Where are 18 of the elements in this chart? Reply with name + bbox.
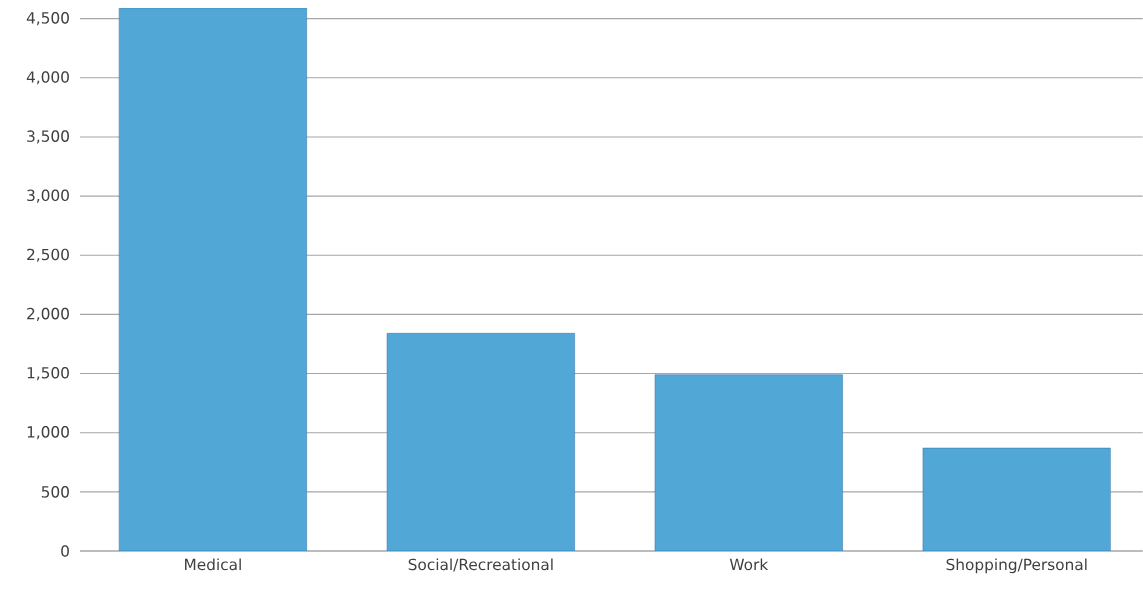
y-tick-label: 1,500 <box>27 366 69 381</box>
bar <box>922 447 1111 551</box>
y-tick-label: 500 <box>41 486 69 498</box>
y-tick-label: 2,500 <box>27 248 69 262</box>
bar <box>386 333 575 551</box>
y-tick-label: 3,500 <box>27 130 69 144</box>
y-tick-label: 4,500 <box>26 12 69 26</box>
x-tick-label: Medical <box>185 558 241 571</box>
y-tick-label: 0 <box>61 545 69 557</box>
x-tick-label: Work <box>729 558 769 571</box>
bar <box>655 374 843 551</box>
x-tick-label: Social/Recreational <box>408 558 553 572</box>
x-tick-label: Shopping/Personal <box>946 558 1087 574</box>
bar <box>118 8 307 551</box>
y-tick-label: 1,000 <box>27 426 69 440</box>
y-tick-label: 2,000 <box>27 307 69 321</box>
y-tick-label: 4,000 <box>26 71 69 85</box>
y-tick-label: 3,000 <box>27 189 69 203</box>
